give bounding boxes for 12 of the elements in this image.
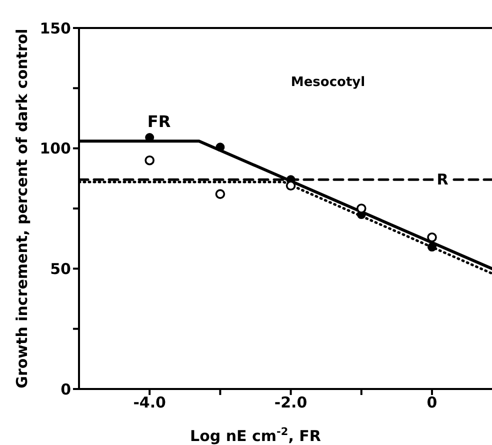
x-tick-label: -4.0 [133, 394, 166, 412]
y-tick-label: 50 [50, 260, 71, 278]
series-label: FR [147, 112, 171, 132]
y-tick-label: 100 [40, 140, 71, 158]
x-tick-label: -2.0 [274, 394, 308, 412]
series-label: R [436, 170, 449, 189]
x-axis-title: Log nE cm$^{-2}$, FR [190, 426, 322, 445]
y-tick-label: 150 [40, 19, 71, 38]
x-tick-label: 0 [426, 394, 438, 412]
y-tick-label: 0 [60, 380, 71, 398]
y-axis-title: Growth increment, percent of dark control [13, 28, 31, 388]
annotation: Mesocotyl [290, 75, 366, 90]
